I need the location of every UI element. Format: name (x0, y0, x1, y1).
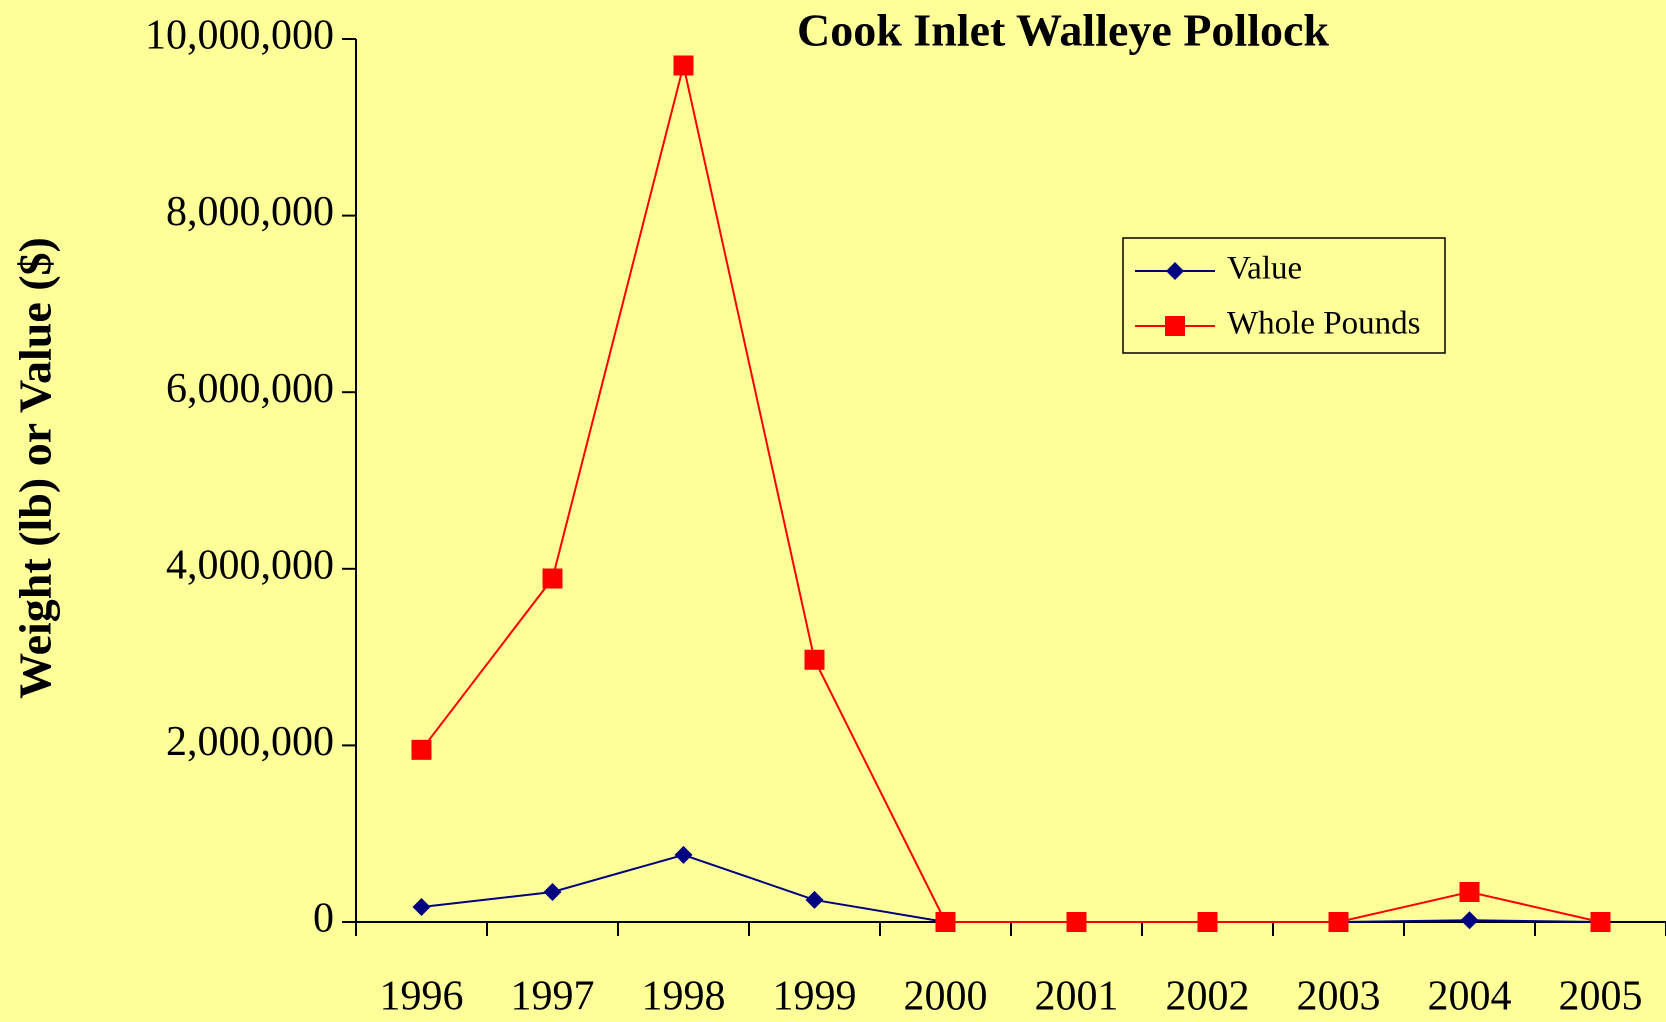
y-axis-label: Weight (lb) or Value ($) (10, 237, 61, 699)
y-tick-label: 4,000,000 (166, 542, 334, 588)
marker (1197, 912, 1218, 932)
x-tick-label: 2003 (1297, 974, 1381, 1020)
marker (1590, 912, 1611, 932)
marker (411, 739, 432, 760)
marker (1166, 262, 1184, 280)
y-tick-label: 8,000,000 (166, 189, 334, 235)
y-tick-label: 0 (313, 896, 334, 942)
y-tick-label: 10,000,000 (145, 13, 334, 59)
x-tick-label: 1999 (773, 974, 857, 1020)
chart-title: Cook Inlet Walleye Pollock (797, 5, 1329, 56)
marker (805, 890, 824, 909)
series-line (420, 65, 1601, 923)
marker (674, 845, 693, 864)
x-tick-label: 1998 (642, 974, 726, 1020)
marker (935, 912, 956, 932)
x-tick-label: 2004 (1428, 974, 1512, 1020)
x-tick-label: 2002 (1166, 974, 1250, 1020)
x-tick-label: 2005 (1559, 974, 1643, 1020)
legend-label: Value (1227, 251, 1302, 287)
legend-label: Whole Pounds (1227, 306, 1420, 342)
marker (804, 649, 825, 670)
marker (542, 568, 563, 589)
marker (1459, 881, 1480, 902)
y-tick-label: 2,000,000 (166, 719, 334, 765)
marker (1460, 911, 1479, 930)
x-tick-label: 2000 (904, 974, 988, 1020)
x-tick-label: 1996 (380, 974, 464, 1020)
marker (412, 897, 431, 916)
marker (1066, 912, 1087, 932)
marker (1165, 316, 1185, 336)
marker (1328, 912, 1349, 932)
marker (543, 882, 562, 901)
x-tick-label: 2001 (1035, 974, 1119, 1020)
y-tick-label: 6,000,000 (166, 366, 334, 412)
x-tick-label: 1997 (511, 974, 595, 1020)
marker (673, 55, 694, 76)
